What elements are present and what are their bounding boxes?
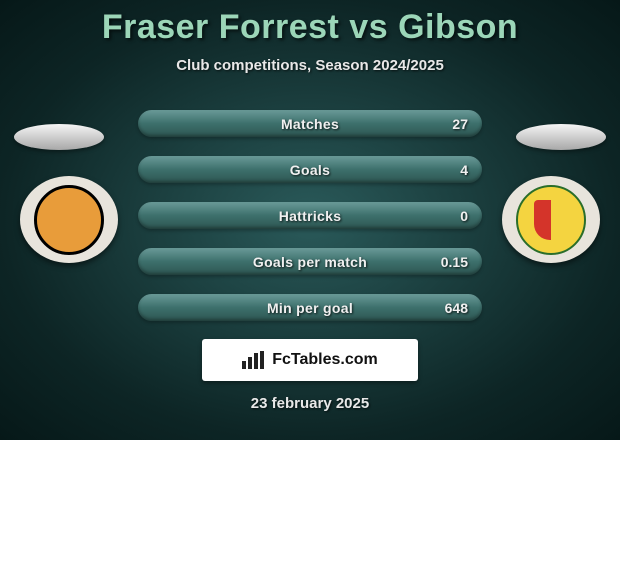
club-badge-left xyxy=(20,176,118,263)
club-badge-right-inner xyxy=(516,185,586,255)
page-title: Fraser Forrest vs Gibson xyxy=(102,8,518,47)
club-badge-right-shield xyxy=(534,200,568,240)
infographic-card: Fraser Forrest vs Gibson Club competitio… xyxy=(0,0,620,440)
stat-bar-label: Hattricks xyxy=(279,208,342,224)
stat-bar-value: 648 xyxy=(445,300,468,316)
player-oval-left xyxy=(14,124,104,150)
bar-chart-icon xyxy=(242,351,264,369)
stat-bar: Hattricks 0 xyxy=(138,202,482,229)
stat-bar-value: 0.15 xyxy=(441,254,468,270)
stat-bar-label: Goals xyxy=(290,162,330,178)
brand-text: FcTables.com xyxy=(272,351,378,369)
whitespace-below xyxy=(0,440,620,580)
club-badge-right xyxy=(502,176,600,263)
club-badge-left-inner xyxy=(34,185,104,255)
stat-bar-value: 0 xyxy=(460,208,468,224)
stat-bar: Goals 4 xyxy=(138,156,482,183)
stat-bar: Goals per match 0.15 xyxy=(138,248,482,275)
stat-bar-value: 27 xyxy=(452,116,468,132)
subtitle: Club competitions, Season 2024/2025 xyxy=(176,57,444,74)
player-oval-right xyxy=(516,124,606,150)
stat-bar-value: 4 xyxy=(460,162,468,178)
stat-bar: Matches 27 xyxy=(138,110,482,137)
stat-bars: Matches 27 Goals 4 Hattricks 0 Goals per… xyxy=(138,110,482,321)
brand-box: FcTables.com xyxy=(202,339,418,381)
stat-bar-label: Min per goal xyxy=(267,300,353,316)
footer-date: 23 february 2025 xyxy=(251,395,369,412)
stat-bar-label: Goals per match xyxy=(253,254,367,270)
stat-bar-label: Matches xyxy=(281,116,339,132)
stat-bar: Min per goal 648 xyxy=(138,294,482,321)
